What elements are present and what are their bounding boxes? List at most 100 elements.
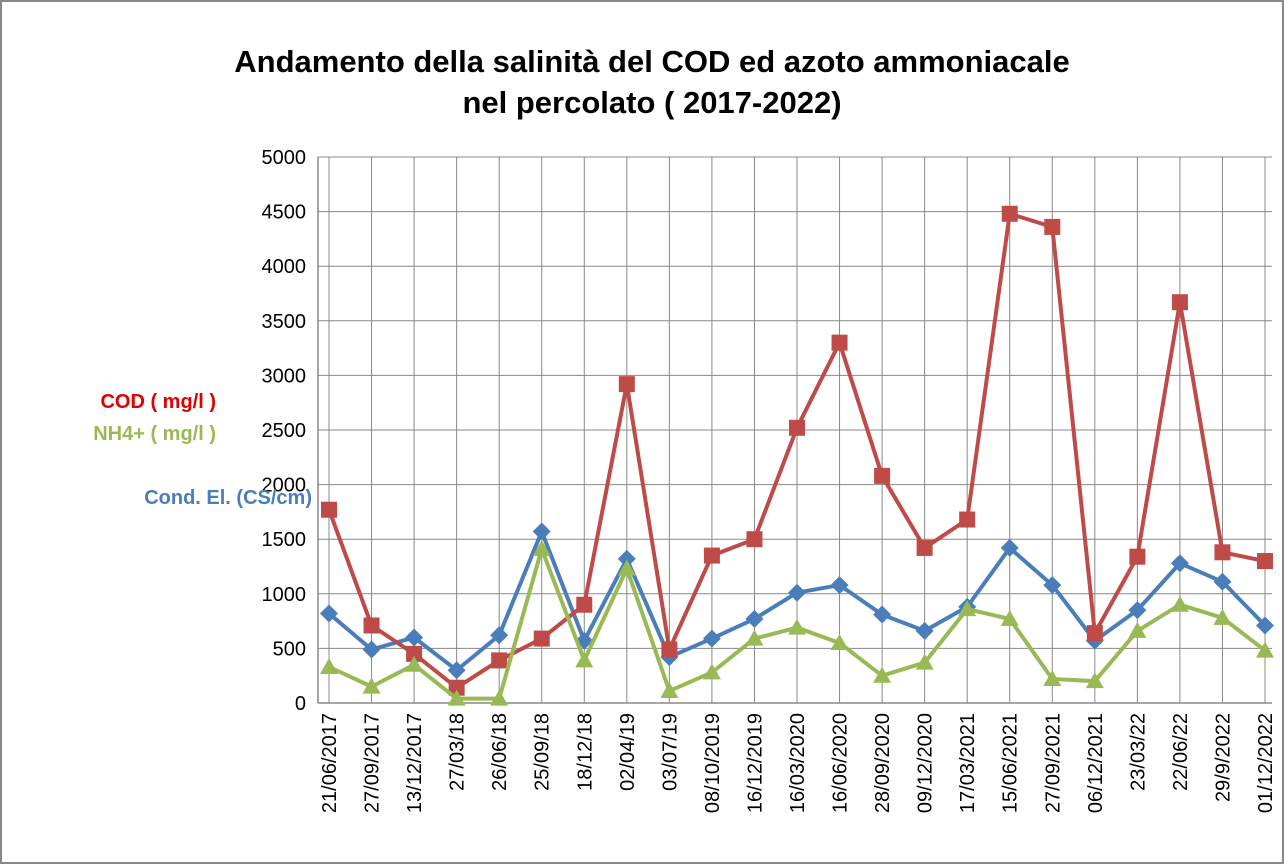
x-tick-label: 28/09/2020: [872, 713, 894, 813]
marker: [788, 618, 806, 635]
marker: [1214, 544, 1231, 561]
marker: [702, 629, 721, 648]
marker: [745, 609, 764, 628]
marker: [1044, 218, 1061, 235]
marker: [873, 605, 892, 624]
marker: [746, 531, 763, 548]
marker: [1170, 554, 1189, 573]
marker: [1043, 669, 1062, 686]
marker: [915, 653, 934, 670]
x-tick-label: 06/12/2021: [1085, 713, 1107, 813]
legend-label: COD ( mg/l ): [100, 391, 216, 413]
marker: [830, 576, 849, 595]
x-tick-label: 03/07/19: [659, 713, 681, 791]
x-tick-label: 29/9/2022: [1212, 713, 1234, 802]
marker: [1129, 548, 1146, 565]
x-tick-label: 08/10/2019: [702, 713, 724, 813]
marker: [532, 540, 551, 557]
marker: [447, 661, 466, 680]
y-tick-label: 2500: [262, 420, 307, 442]
marker: [490, 626, 509, 645]
marker: [1128, 601, 1147, 620]
marker: [532, 522, 551, 541]
marker: [617, 559, 636, 576]
marker: [617, 549, 636, 568]
marker: [362, 640, 381, 659]
marker: [1128, 621, 1147, 638]
marker: [958, 600, 977, 617]
marker: [703, 547, 720, 564]
marker: [1000, 538, 1019, 557]
y-tick-label: 3000: [262, 365, 307, 387]
x-tick-label: 01/12/2022: [1255, 713, 1277, 813]
y-tick-label: 4500: [262, 202, 307, 224]
marker: [406, 645, 423, 662]
marker: [915, 621, 934, 640]
marker: [1043, 576, 1062, 595]
marker: [618, 376, 635, 393]
marker: [660, 681, 679, 698]
y-tick-label: 3500: [262, 311, 307, 333]
marker: [1000, 609, 1019, 626]
marker: [873, 666, 892, 683]
marker: [448, 679, 465, 696]
x-tick-label: 02/04/19: [617, 713, 639, 791]
marker: [1086, 625, 1103, 642]
x-tick-label: 09/12/2020: [915, 713, 937, 813]
marker: [830, 633, 849, 650]
chart-title: Andamento della salinità del COD ed azot…: [234, 44, 1069, 79]
marker: [745, 629, 764, 646]
marker: [661, 641, 678, 658]
x-tick-label: 18/12/18: [574, 713, 596, 791]
marker: [1170, 595, 1189, 612]
y-tick-label: 1500: [262, 529, 307, 551]
marker: [321, 501, 337, 518]
y-tick-label: 500: [273, 638, 306, 660]
legend-label: NH4+ ( mg/l ): [93, 423, 216, 445]
marker: [320, 604, 338, 623]
marker: [405, 655, 424, 672]
marker: [788, 583, 806, 602]
marker: [1001, 205, 1018, 222]
marker: [1256, 616, 1274, 635]
marker: [447, 689, 466, 706]
marker: [831, 334, 848, 351]
marker: [874, 467, 891, 484]
x-tick-label: 21/06/2017: [319, 713, 341, 813]
legend-label: Cond. El. (CS/cm): [144, 487, 312, 509]
marker: [575, 651, 594, 668]
marker: [1257, 553, 1273, 570]
marker: [1256, 641, 1274, 658]
x-tick-label: 16/03/2020: [787, 713, 809, 813]
marker: [1085, 672, 1104, 689]
y-tick-label: 2000: [262, 475, 307, 497]
marker: [789, 419, 805, 436]
marker: [702, 663, 721, 680]
marker: [959, 511, 976, 528]
marker: [363, 617, 380, 634]
x-tick-label: 25/09/18: [532, 713, 554, 791]
y-tick-label: 0: [295, 693, 306, 715]
marker: [576, 596, 593, 613]
marker: [1171, 294, 1188, 311]
marker: [405, 628, 424, 647]
x-tick-label: 16/12/2019: [744, 713, 766, 813]
y-tick-label: 1000: [262, 584, 307, 606]
x-tick-label: 23/03/22: [1127, 713, 1149, 791]
x-tick-label: 27/09/2017: [362, 713, 384, 813]
marker: [362, 677, 381, 694]
x-tick-label: 15/06/2021: [1000, 713, 1022, 813]
marker: [491, 652, 508, 669]
marker: [1213, 572, 1232, 591]
x-tick-label: 22/06/22: [1170, 713, 1192, 791]
marker: [1213, 608, 1232, 625]
marker: [916, 539, 933, 556]
x-tick-label: 13/12/2017: [404, 713, 426, 813]
marker: [490, 689, 509, 706]
x-tick-label: 27/09/2021: [1042, 713, 1064, 813]
y-tick-label: 5000: [262, 147, 307, 169]
marker: [533, 630, 550, 647]
x-tick-label: 16/06/2020: [830, 713, 852, 813]
